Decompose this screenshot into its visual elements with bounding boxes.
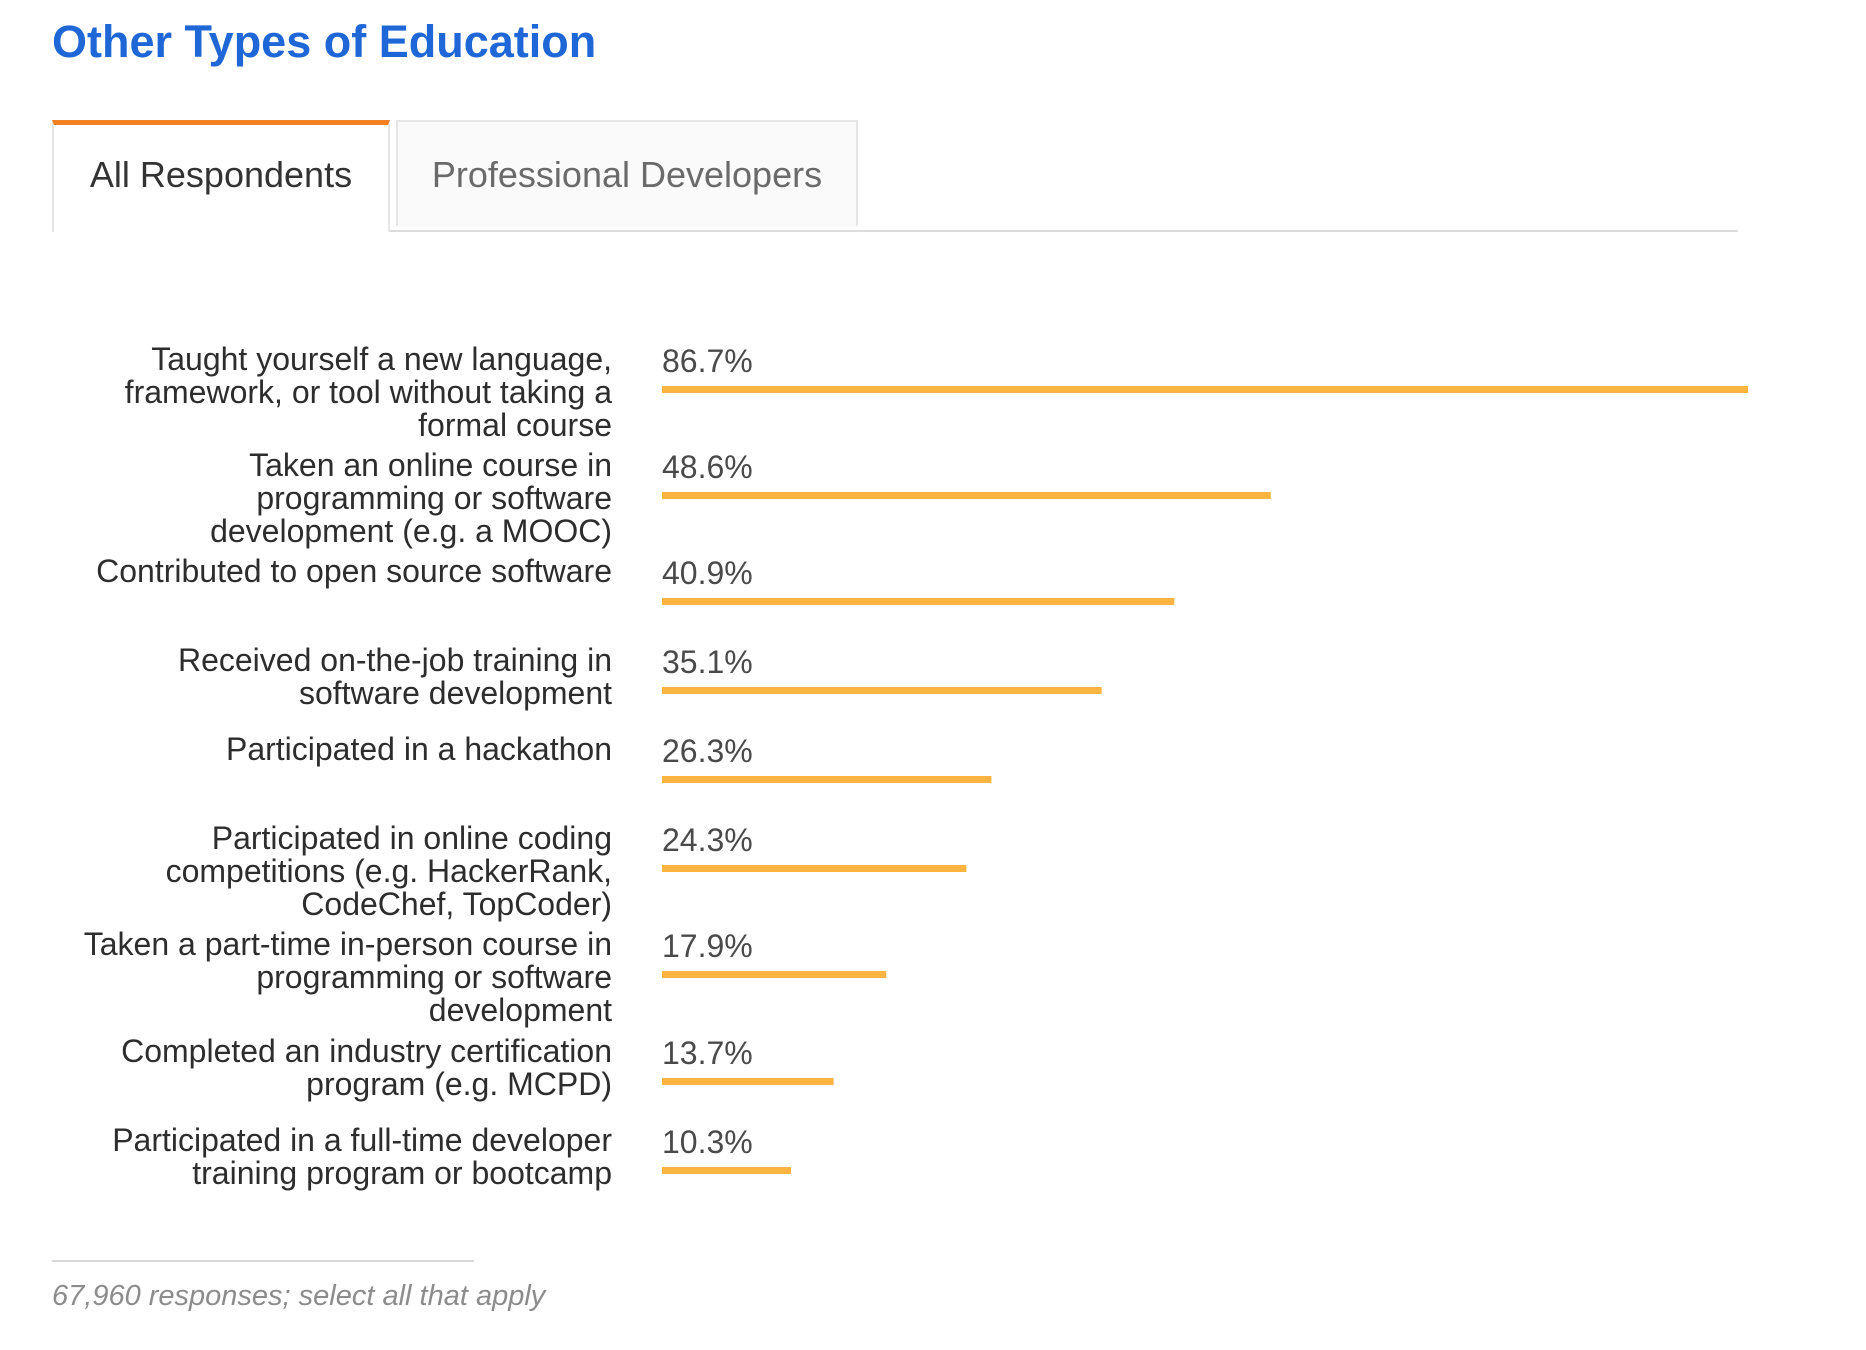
value-label: 35.1%	[662, 644, 753, 680]
bar	[662, 492, 1271, 499]
category-label: Participated in a full-time developer tra…	[112, 1122, 612, 1191]
value-label: 40.9%	[662, 555, 753, 591]
value-label: 26.3%	[662, 733, 753, 769]
bar	[662, 687, 1102, 694]
tab-professional-developers[interactable]: Professional Developers	[396, 120, 858, 226]
value-label: 24.3%	[662, 822, 753, 858]
category-label: Received on-the-job training in software …	[178, 642, 612, 711]
value-label: 48.6%	[662, 449, 753, 485]
bar-row: Participated in online coding competition…	[166, 820, 967, 922]
bar	[662, 776, 992, 783]
value-label: 86.7%	[662, 343, 753, 379]
value-label: 10.3%	[662, 1124, 753, 1160]
bar	[662, 1167, 792, 1174]
bar-row: Taken an online course in programming or …	[210, 447, 1271, 549]
category-label: Taken a part-time in-person course in pro…	[84, 926, 612, 1028]
category-label: Participated in online coding competition…	[166, 820, 612, 922]
bar	[662, 386, 1748, 393]
bar	[662, 1078, 834, 1085]
category-label: Contributed to open source software	[96, 553, 612, 589]
bar-row: Completed an industry certification progr…	[121, 1033, 834, 1102]
bar	[662, 971, 887, 978]
category-label: Participated in a hackathon	[226, 731, 612, 767]
response-count-note: 67,960 responses; select all that apply	[52, 1280, 546, 1312]
bar-row: Contributed to open source software 40.9%	[96, 553, 1175, 605]
bar-row: Taught yourself a new language, framework…	[125, 341, 1748, 443]
footer-divider	[52, 1260, 474, 1262]
value-label: 13.7%	[662, 1035, 753, 1071]
bar-row: Participated in a full-time developer tra…	[112, 1122, 792, 1191]
bar	[662, 598, 1175, 605]
tab-all-respondents[interactable]: All Respondents	[52, 120, 390, 232]
bar-row: Taken a part-time in-person course in pro…	[84, 926, 887, 1028]
bar	[662, 865, 967, 872]
category-label: Completed an industry certification progr…	[121, 1033, 612, 1102]
bar-row: Participated in a hackathon 26.3%	[226, 731, 992, 783]
page-title: Other Types of Education	[52, 16, 597, 67]
category-label: Taken an online course in programming or …	[210, 447, 612, 549]
tab-bar: All Respondents Professional Developers	[52, 120, 1738, 232]
category-label: Taught yourself a new language, framework…	[125, 341, 613, 443]
bar-chart: Taught yourself a new language, framework…	[84, 341, 1748, 1191]
value-label: 17.9%	[662, 928, 753, 964]
bar-row: Received on-the-job training in software …	[178, 642, 1102, 711]
